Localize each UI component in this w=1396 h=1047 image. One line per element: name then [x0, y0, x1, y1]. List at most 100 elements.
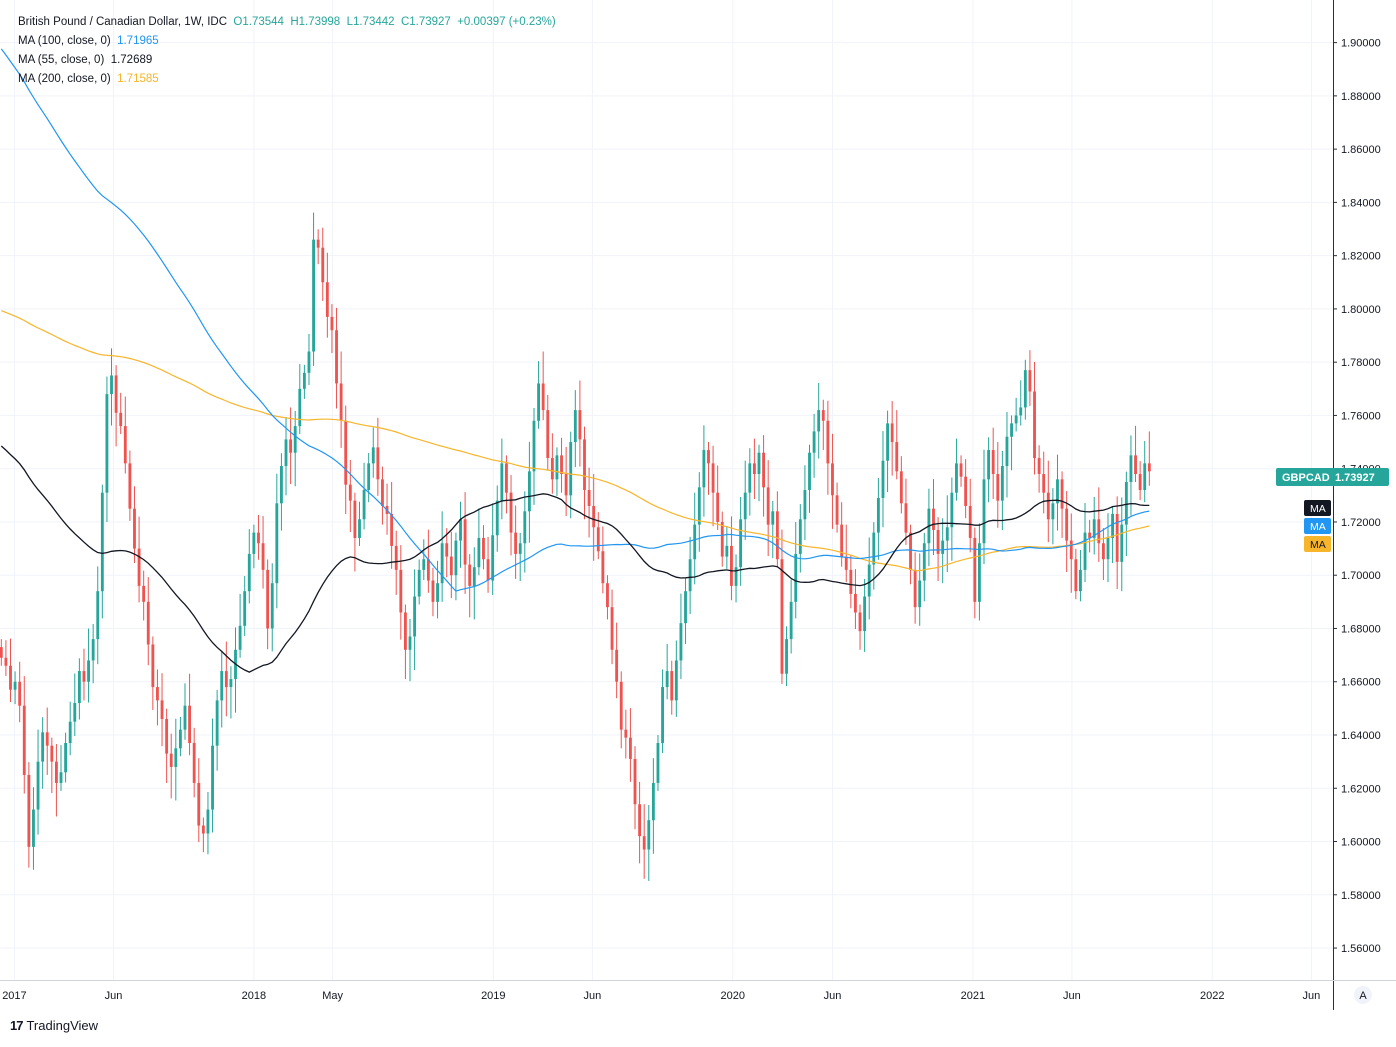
- time-tick-label: 2017: [2, 990, 26, 1002]
- candle-body: [840, 524, 844, 557]
- tradingview-logo[interactable]: 17 TradingView: [10, 1018, 98, 1033]
- price-tick-label: 1.70000: [1341, 570, 1381, 582]
- candle-body: [932, 508, 935, 530]
- candle-body: [821, 410, 825, 421]
- candle-body: [243, 591, 247, 626]
- candle-body: [1092, 519, 1096, 538]
- candle-body: [330, 316, 334, 331]
- price-tick-label: 1.84000: [1341, 197, 1381, 209]
- candle-body: [890, 423, 894, 443]
- auto-scale-label[interactable]: A: [1359, 990, 1367, 1002]
- candle-body: [647, 820, 651, 850]
- time-tick-label: 2022: [1200, 990, 1224, 1002]
- candle-body: [665, 671, 669, 688]
- candle-body: [922, 543, 926, 581]
- ma55-badge-bg: [1304, 500, 1331, 516]
- candle-body: [197, 782, 201, 826]
- price-badge-bg: [1276, 468, 1389, 486]
- price-tick-label: 1.66000: [1341, 677, 1381, 689]
- candle-body: [252, 532, 256, 554]
- moving-averages: [0, 48, 1150, 673]
- candle-body: [1097, 519, 1101, 544]
- candle-body: [4, 657, 8, 666]
- candle-body: [651, 782, 655, 821]
- candle-body: [151, 644, 155, 688]
- candle-body: [775, 511, 779, 560]
- tradingview-logo-icon: 17: [10, 1018, 24, 1033]
- candle-body: [403, 612, 407, 650]
- candle-body: [316, 239, 320, 248]
- candle-body: [192, 742, 196, 783]
- candle-body: [91, 639, 95, 661]
- candle-body: [68, 721, 72, 743]
- legend-ma200[interactable]: MA (200, close, 0) 1.71585: [18, 70, 556, 89]
- ma55-value: 1.72689: [110, 54, 153, 66]
- candle-body: [716, 492, 720, 522]
- time-tick-label: Jun: [583, 990, 601, 1002]
- candle-body: [913, 569, 917, 608]
- candle-body: [550, 458, 554, 480]
- candle-body: [982, 479, 986, 544]
- price-tick-label: 1.64000: [1341, 730, 1381, 742]
- legend-ma100[interactable]: MA (100, close, 0) 1.71965: [18, 32, 556, 51]
- candle-body: [229, 679, 233, 688]
- candle-body: [390, 513, 394, 546]
- candle-body: [711, 463, 715, 493]
- ma100-badge-bg: [1304, 518, 1331, 534]
- candle-body: [1023, 370, 1027, 408]
- auto-scale-button[interactable]: A: [1354, 986, 1372, 1004]
- candle-body: [899, 471, 903, 504]
- candle-body: [505, 463, 508, 493]
- candle-body: [459, 519, 462, 541]
- candle-body: [399, 569, 403, 613]
- candle-body: [748, 463, 752, 493]
- ma100-badge-text: MA: [1310, 521, 1326, 533]
- ma200-label: MA (200, close, 0): [18, 73, 111, 85]
- candles: [0, 212, 1151, 881]
- candle-body: [1010, 423, 1013, 437]
- candle-body: [1033, 391, 1036, 459]
- candle-body: [445, 543, 449, 557]
- price-tick-label: 1.76000: [1341, 410, 1381, 422]
- candle-body: [1046, 492, 1050, 520]
- candle-body: [1037, 458, 1041, 475]
- candle-body: [215, 700, 219, 746]
- candle-body: [1088, 532, 1092, 538]
- candle-body: [808, 452, 811, 490]
- ma200-badge-text: MA: [1310, 539, 1326, 551]
- candle-body: [1129, 455, 1133, 483]
- candle-body: [13, 681, 17, 690]
- time-axis[interactable]: 2017 Jun 2018 May 2019 Jun 2020 Jun 2021 Jun 2022 J…: [2, 990, 1320, 1002]
- candle-body: [293, 426, 297, 453]
- candle-body: [587, 490, 591, 506]
- legend-main[interactable]: British Pound / Canadian Dollar, 1W, IDC…: [18, 13, 556, 32]
- candle-body: [358, 519, 361, 538]
- candle-body: [169, 753, 173, 767]
- candle-body: [436, 583, 439, 602]
- legend-ma55[interactable]: MA (55, close, 0) 1.72689: [18, 51, 556, 70]
- candle-body: [638, 804, 642, 837]
- candle-body: [73, 703, 77, 722]
- candle-body: [1115, 513, 1119, 562]
- candle-body: [1124, 482, 1128, 525]
- candle-body: [642, 836, 646, 850]
- candle-body: [1111, 513, 1115, 538]
- price-tick-label: 1.58000: [1341, 890, 1381, 902]
- candle-body: [77, 671, 81, 704]
- candle-body: [826, 420, 830, 464]
- candle-body: [408, 636, 412, 650]
- price-badge: GBPCAD 1.73927: [1276, 468, 1389, 486]
- candle-body: [348, 484, 352, 501]
- symbol-title: British Pound / Canadian Dollar, 1W, IDC: [18, 16, 228, 28]
- candle-body: [670, 671, 674, 701]
- candle-body: [991, 450, 995, 475]
- candle-body: [780, 559, 784, 674]
- auto-scale-button-bg[interactable]: [1354, 986, 1372, 1004]
- candle-body: [128, 463, 132, 509]
- time-tick-label: 2018: [242, 990, 266, 1002]
- candle-body: [743, 492, 747, 520]
- candle-body: [486, 559, 490, 581]
- candle-body: [335, 330, 338, 384]
